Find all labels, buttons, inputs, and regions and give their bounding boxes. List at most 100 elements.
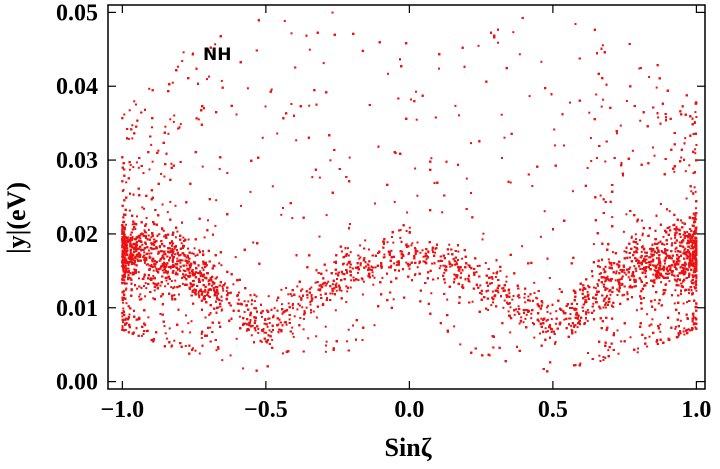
data-point [371, 271, 374, 274]
data-point [523, 293, 526, 295]
data-point [694, 152, 697, 155]
data-point [276, 132, 279, 135]
data-point [206, 78, 208, 81]
data-point [131, 223, 134, 226]
data-point [641, 268, 644, 270]
data-point [540, 60, 543, 63]
data-point [125, 302, 128, 305]
data-point [494, 276, 497, 278]
data-point [587, 284, 590, 287]
data-point [169, 247, 171, 250]
data-point [589, 137, 592, 139]
data-point [139, 237, 142, 240]
data-point [595, 157, 598, 159]
data-point [287, 293, 290, 296]
data-point [686, 301, 688, 304]
data-point [226, 172, 229, 174]
data-point [673, 302, 676, 305]
data-point [169, 200, 172, 203]
data-point [622, 230, 625, 233]
data-point [150, 236, 153, 239]
data-point [563, 144, 565, 147]
data-point [167, 282, 170, 285]
data-point [147, 228, 150, 231]
data-point [595, 93, 598, 96]
data-point [125, 181, 128, 184]
data-point [132, 259, 135, 262]
data-point [208, 75, 210, 78]
data-point [123, 281, 126, 284]
data-point [157, 149, 160, 152]
data-point [639, 119, 642, 122]
data-point [670, 237, 673, 240]
data-point [587, 352, 589, 354]
data-point [408, 226, 411, 229]
data-point [680, 219, 682, 222]
data-point [490, 282, 493, 284]
data-point [688, 292, 690, 294]
data-point [381, 276, 384, 279]
data-point [310, 294, 313, 296]
data-point [141, 206, 144, 209]
data-point [158, 233, 161, 236]
data-point [693, 186, 696, 189]
data-point [291, 326, 294, 329]
data-point [530, 312, 533, 315]
data-point [604, 279, 607, 282]
data-point [693, 120, 696, 123]
data-point [655, 251, 658, 254]
data-point [646, 313, 649, 316]
data-point [457, 250, 460, 253]
data-point [172, 250, 175, 253]
data-point [666, 249, 669, 252]
data-point [659, 330, 662, 333]
data-point [509, 181, 512, 184]
data-point [600, 105, 603, 108]
data-point [641, 219, 643, 222]
data-point [268, 329, 271, 332]
data-point [250, 303, 253, 306]
data-point [524, 301, 527, 304]
data-point [181, 60, 184, 62]
data-point [144, 282, 147, 285]
data-point [163, 257, 166, 260]
data-point [602, 98, 605, 101]
data-point [164, 285, 167, 288]
data-point [393, 262, 396, 265]
data-point [453, 263, 456, 266]
data-point [544, 327, 547, 330]
data-point [221, 287, 224, 290]
data-point [657, 241, 660, 244]
data-point [125, 322, 128, 325]
data-point [174, 204, 177, 207]
data-point [678, 241, 681, 244]
data-point [280, 288, 283, 291]
data-point [515, 308, 518, 311]
data-point [164, 332, 167, 335]
data-point [651, 318, 654, 321]
data-point [143, 207, 145, 210]
data-point [679, 236, 682, 239]
data-point [177, 65, 179, 68]
data-point [517, 305, 520, 308]
data-point [623, 271, 626, 274]
data-point [170, 280, 173, 282]
data-point [346, 340, 349, 343]
data-point [191, 252, 194, 255]
data-point [362, 280, 365, 283]
data-point [129, 233, 132, 236]
data-point [197, 264, 200, 267]
data-point [679, 319, 682, 322]
data-point [524, 317, 527, 320]
data-point [393, 200, 396, 203]
data-point [653, 299, 656, 302]
data-point [480, 293, 483, 295]
data-point [334, 309, 337, 312]
data-point [629, 336, 632, 339]
data-point [129, 251, 132, 254]
data-point [290, 103, 293, 105]
data-point [173, 339, 176, 342]
data-point [540, 305, 543, 308]
data-point [359, 256, 362, 259]
data-point [175, 271, 178, 274]
